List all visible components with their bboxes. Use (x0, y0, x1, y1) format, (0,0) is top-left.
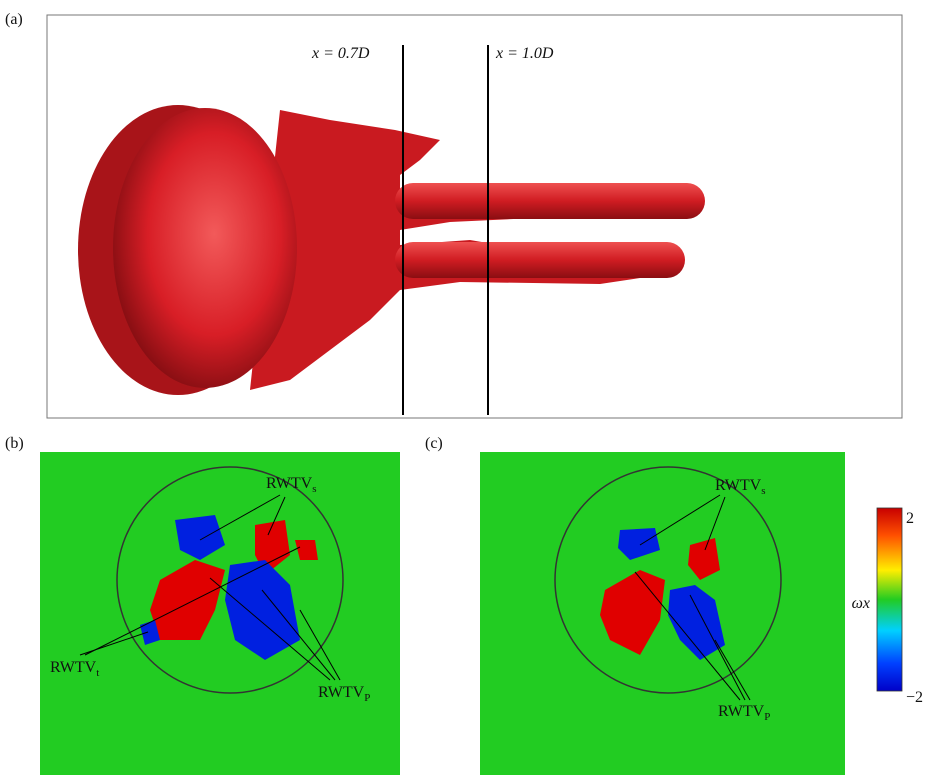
vortex-structure (78, 105, 705, 395)
annotation-text: RWTV (266, 475, 313, 492)
annotation: RWTVs (715, 477, 766, 497)
vorticity-blobs (140, 515, 318, 660)
panel-label: (c) (425, 435, 443, 452)
annotation: RWTVt (50, 659, 99, 679)
annotation-sub: t (96, 667, 99, 679)
annotation-sub: s (312, 483, 316, 495)
annotation: RWTVP (318, 684, 370, 704)
annotation: RWTVP (718, 703, 770, 723)
contour-field (40, 452, 400, 775)
body-outline (554, 466, 782, 694)
annotation-lines (634, 494, 751, 701)
annotation-sub: s (761, 485, 765, 497)
annotation-sub: P (764, 711, 770, 723)
body-outline (116, 466, 344, 694)
annotation-text: RWTV (718, 703, 765, 720)
annotation-text: RWTV (318, 684, 365, 701)
colorbar (876, 507, 903, 692)
contour-field (480, 452, 845, 775)
annotation-text: RWTV (715, 477, 762, 494)
section-label: x = 1.0D (495, 45, 554, 62)
panel-label: (b) (5, 435, 24, 452)
vorticity-blobs (600, 528, 725, 660)
colorbar-label: ωx (852, 595, 870, 612)
annotation-sub: P (364, 692, 370, 704)
panel-label: (a) (5, 11, 23, 28)
annotation-lines (79, 494, 341, 681)
annotation-text: RWTV (50, 659, 97, 676)
colorbar-max: 2 (906, 510, 914, 527)
annotation: RWTVs (266, 475, 317, 495)
colorbar-min: −2 (906, 689, 923, 706)
section-label: x = 0.7D (311, 45, 370, 62)
